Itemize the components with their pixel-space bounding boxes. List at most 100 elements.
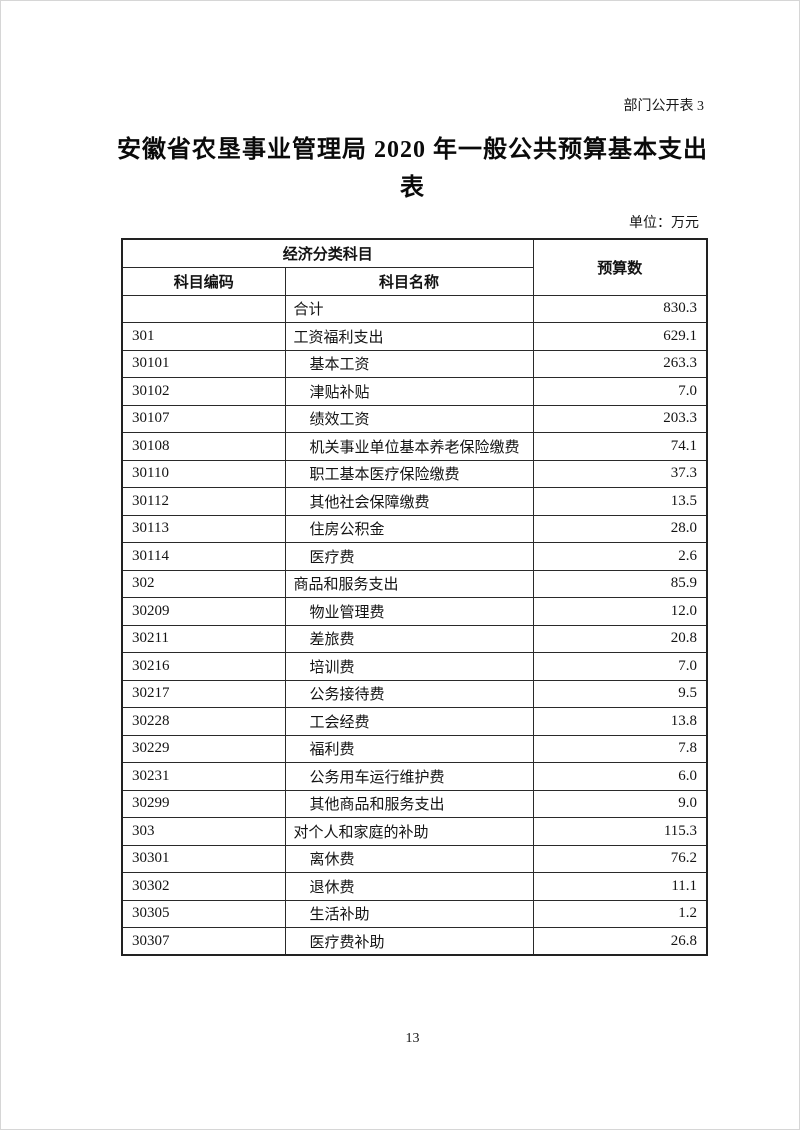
table-row: 30209 物业管理费 12.0: [121, 597, 708, 626]
corner-table-label: 部门公开表 3: [623, 99, 705, 114]
header-subject-code: 科目编码: [121, 266, 286, 296]
table-row: 303 对个人和家庭的补助 115.3: [121, 817, 708, 846]
table-row: 30305 生活补助 1.2: [121, 899, 708, 928]
table-row: 30110 职工基本医疗保险缴费 37.3: [121, 459, 708, 488]
subject-code-cell: 30307: [121, 927, 286, 956]
table-row: 30101 基本工资 263.3: [121, 349, 708, 378]
table-row: 30301 离休费 76.2: [121, 844, 708, 873]
subject-name-cell: 津贴补贴: [284, 377, 534, 406]
table-header: 经济分类科目 预算数 科目编码 科目名称: [121, 238, 708, 296]
budget-value-cell: 263.3: [532, 349, 708, 378]
budget-value-cell: 13.5: [532, 487, 708, 516]
subject-code-cell: 30211: [121, 624, 286, 653]
subject-code-cell: 301: [121, 322, 286, 351]
budget-value-cell: 7.0: [532, 652, 708, 681]
table-row: 30302 退休费 11.1: [121, 872, 708, 901]
subject-name-cell: 公务用车运行维护费: [284, 762, 534, 791]
subject-code-cell: 30299: [121, 789, 286, 818]
budget-value-cell: 26.8: [532, 927, 708, 956]
budget-value-cell: 203.3: [532, 404, 708, 433]
table-row: 30231 公务用车运行维护费 6.0: [121, 762, 708, 791]
header-economic-classification: 经济分类科目: [121, 238, 534, 268]
subject-name-cell: 退休费: [284, 872, 534, 901]
page-title-line2: 表: [400, 175, 425, 201]
subject-name-cell: 工资福利支出: [284, 322, 534, 351]
header-budget-amount: 预算数: [532, 238, 708, 296]
table-row: 301 工资福利支出 629.1: [121, 322, 708, 351]
subject-code-cell: 30114: [121, 542, 286, 571]
header-row-sub: 科目编码 科目名称: [121, 266, 707, 296]
subject-name-cell: 生活补助: [284, 899, 534, 928]
subject-code-cell: 30108: [121, 432, 286, 461]
table-row: 30217 公务接待费 9.5: [121, 679, 708, 708]
subject-name-cell: 商品和服务支出: [284, 569, 534, 598]
budget-value-cell: 9.5: [532, 679, 708, 708]
budget-value-cell: 115.3: [532, 817, 708, 846]
subject-name-cell: 培训费: [284, 652, 534, 681]
budget-value-cell: 830.3: [532, 294, 708, 323]
table-row: 合计 830.3: [121, 294, 708, 323]
budget-table: 经济分类科目 预算数 科目编码 科目名称 合计 830.3 301 工资福利支出 629…: [121, 238, 709, 956]
subject-code-cell: 30102: [121, 377, 286, 406]
budget-value-cell: 74.1: [532, 432, 708, 461]
subject-name-cell: 其他商品和服务支出: [284, 789, 534, 818]
budget-value-cell: 6.0: [532, 762, 708, 791]
table-row: 30299 其他商品和服务支出 9.0: [121, 789, 708, 818]
subject-name-cell: 住房公积金: [284, 514, 534, 543]
subject-code-cell: 30229: [121, 734, 286, 763]
subject-name-cell: 医疗费: [284, 542, 534, 571]
budget-value-cell: 20.8: [532, 624, 708, 653]
subject-name-cell: 公务接待费: [284, 679, 534, 708]
budget-value-cell: 37.3: [532, 459, 708, 488]
subject-name-cell: 福利费: [284, 734, 534, 763]
subject-code-cell: 30301: [121, 844, 286, 873]
table-row: 30228 工会经费 13.8: [121, 707, 708, 736]
subject-code-cell: 30113: [121, 514, 286, 543]
subject-name-cell: 绩效工资: [284, 404, 534, 433]
subject-name-cell: 工会经费: [284, 707, 534, 736]
subject-name-cell: 机关事业单位基本养老保险缴费: [284, 432, 534, 461]
subject-code-cell: 30112: [121, 487, 286, 516]
subject-code-cell: [121, 294, 286, 323]
table-row: 30211 差旅费 20.8: [121, 624, 708, 653]
subject-name-cell: 对个人和家庭的补助: [284, 817, 534, 846]
table-row: 30113 住房公积金 28.0: [121, 514, 708, 543]
subject-name-cell: 物业管理费: [284, 597, 534, 626]
budget-value-cell: 9.0: [532, 789, 708, 818]
subject-name-cell: 合计: [284, 294, 534, 323]
budget-value-cell: 7.8: [532, 734, 708, 763]
subject-code-cell: 30110: [121, 459, 286, 488]
table-row: 30114 医疗费 2.6: [121, 542, 708, 571]
page-title-line1: 安徽省农垦事业管理局 2020 年一般公共预算基本支出: [117, 137, 708, 163]
subject-code-cell: 303: [121, 817, 286, 846]
subject-code-cell: 30302: [121, 872, 286, 901]
table-row: 30216 培训费 7.0: [121, 652, 708, 681]
budget-value-cell: 13.8: [532, 707, 708, 736]
subject-name-cell: 医疗费补助: [284, 927, 534, 956]
page-number: 13: [405, 1031, 420, 1046]
subject-name-cell: 基本工资: [284, 349, 534, 378]
table-row: 30112 其他社会保障缴费 13.5: [121, 487, 708, 516]
budget-value-cell: 85.9: [532, 569, 708, 598]
subject-code-cell: 302: [121, 569, 286, 598]
subject-code-cell: 30209: [121, 597, 286, 626]
subject-name-cell: 职工基本医疗保险缴费: [284, 459, 534, 488]
subject-code-cell: 30217: [121, 679, 286, 708]
subject-name-cell: 差旅费: [284, 624, 534, 653]
table-row: 30107 绩效工资 203.3: [121, 404, 708, 433]
budget-value-cell: 7.0: [532, 377, 708, 406]
table-body: 合计 830.3 301 工资福利支出 629.1 30101 基本工资 263.3 30102…: [121, 294, 708, 956]
table-row: 302 商品和服务支出 85.9: [121, 569, 708, 598]
budget-value-cell: 12.0: [532, 597, 708, 626]
subject-code-cell: 30231: [121, 762, 286, 791]
header-subject-name: 科目名称: [284, 266, 534, 296]
budget-value-cell: 76.2: [532, 844, 708, 873]
page-title: 安徽省农垦事业管理局 2020 年一般公共预算基本支出 表: [26, 131, 799, 207]
budget-value-cell: 2.6: [532, 542, 708, 571]
budget-value-cell: 28.0: [532, 514, 708, 543]
table-row: 30307 医疗费补助 26.8: [121, 927, 708, 956]
unit-label: 单位：万元: [629, 216, 699, 231]
subject-code-cell: 30101: [121, 349, 286, 378]
budget-value-cell: 11.1: [532, 872, 708, 901]
